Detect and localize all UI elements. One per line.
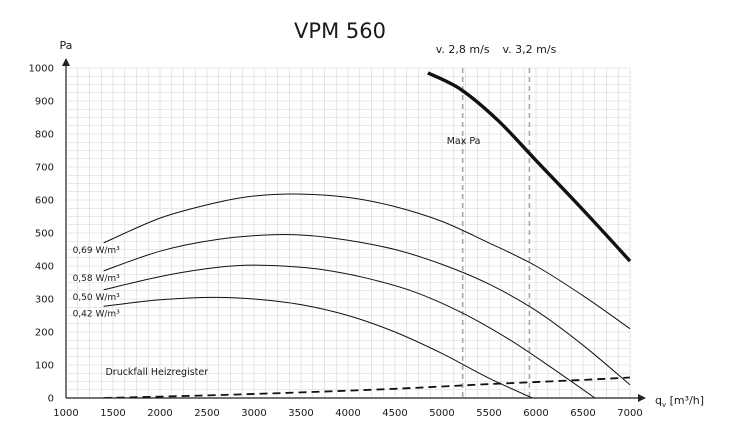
- x-tick-label: 2000: [147, 408, 172, 419]
- series-labels: Max Pa 0,69 W/m³ 0,58 W/m³ 0,50 W/m³ 0,42 W/…: [73, 136, 481, 378]
- grid: [65, 67, 631, 399]
- series-line-1: [103, 193, 631, 330]
- series-label-3: 0,50 W/m³: [73, 293, 121, 303]
- y-axis-arrow: [62, 58, 70, 66]
- series-line-4: [103, 296, 534, 398]
- y-tick-label: 400: [35, 262, 54, 273]
- y-tick-label: 700: [35, 163, 54, 174]
- y-tick-label: 600: [35, 196, 54, 207]
- y-tick-label: 300: [35, 295, 54, 306]
- series-label-5: Druckfall Heizregister: [105, 367, 208, 378]
- y-tick-label: 800: [35, 130, 54, 141]
- y-tick-label: 500: [35, 229, 54, 240]
- y-tick-label: 0: [48, 394, 54, 405]
- chart-title: VPM 560: [294, 19, 386, 43]
- x-tick-label: 5000: [429, 408, 454, 419]
- y-tick-label: 900: [35, 97, 54, 108]
- axes: [62, 58, 646, 402]
- chart-labels: VPM 560 Pa qv [m³/h]: [60, 19, 704, 409]
- x-tick-label: 1500: [100, 408, 125, 419]
- series-line-2: [103, 233, 631, 386]
- series-label-0: Max Pa: [447, 136, 481, 147]
- x-tick-label: 4000: [335, 408, 360, 419]
- series-label-1: 0,69 W/m³: [73, 246, 121, 256]
- series-label-4: 0,42 W/m³: [73, 309, 121, 319]
- x-axis-arrow: [638, 394, 646, 402]
- x-tick-label: 2500: [194, 408, 219, 419]
- x-tick-label: 5500: [476, 408, 501, 419]
- velocity-lines: v. 2,8 m/s v. 3,2 m/s: [436, 43, 557, 398]
- velocity-label: v. 2,8 m/s: [436, 43, 490, 56]
- x-tick-label: 1000: [53, 408, 78, 419]
- y-tick-label: 1000: [29, 64, 54, 75]
- y-axis-label: Pa: [60, 39, 73, 52]
- velocity-label: v. 3,2 m/s: [503, 43, 557, 56]
- series-line-5: [103, 376, 631, 398]
- x-tick-label: 6500: [570, 408, 595, 419]
- series-label-2: 0,58 W/m³: [73, 274, 121, 284]
- series-line-3: [103, 264, 596, 398]
- tick-labels: 1000 1500 2000 2500 3000 3500 4000 4500 5000 5500…: [29, 64, 643, 420]
- x-axis-label: qv [m³/h]: [655, 394, 704, 409]
- y-tick-label: 100: [35, 361, 54, 372]
- performance-curves: [103, 71, 632, 398]
- x-tick-label: 7000: [617, 408, 642, 419]
- x-tick-label: 3500: [288, 408, 313, 419]
- series-line-0: [427, 71, 632, 263]
- y-tick-label: 200: [35, 328, 54, 339]
- x-tick-label: 3000: [241, 408, 266, 419]
- x-tick-label: 6000: [523, 408, 548, 419]
- x-tick-label: 4500: [382, 408, 407, 419]
